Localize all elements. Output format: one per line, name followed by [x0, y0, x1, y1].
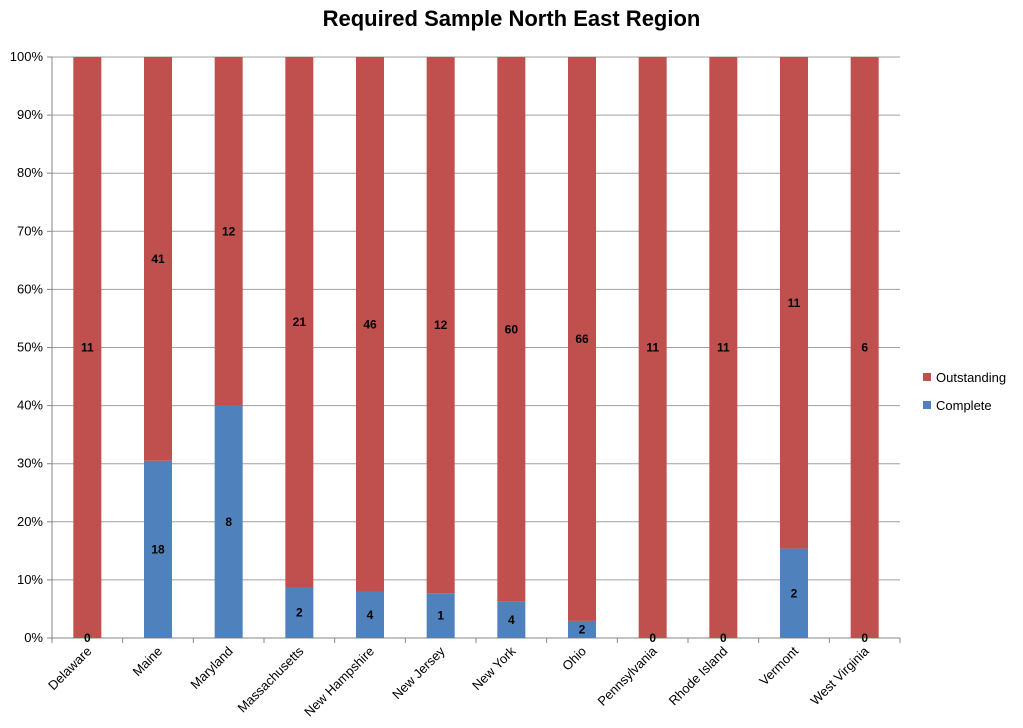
bar-outstanding — [850, 57, 879, 638]
x-tick-label: New Hampshire — [301, 644, 377, 720]
x-tick-label: Pennsylvania — [595, 643, 661, 709]
bar-complete — [497, 601, 526, 638]
data-label-outstanding: 12 — [222, 224, 236, 238]
gridlines — [52, 56, 900, 639]
data-label-complete: 4 — [367, 608, 374, 622]
x-tick-label: Massachusetts — [235, 643, 307, 715]
bar-outstanding — [144, 57, 172, 461]
bar-outstanding — [73, 57, 102, 638]
legend-swatch-outstanding — [923, 373, 931, 381]
data-label-complete: 0 — [861, 631, 868, 645]
bar-complete — [568, 620, 596, 638]
legend-label-complete: Complete — [936, 397, 992, 413]
data-label-outstanding: 12 — [434, 318, 448, 332]
x-tick-label: Vermont — [756, 643, 801, 688]
bar-outstanding — [426, 57, 455, 594]
y-tick-label: 60% — [17, 281, 43, 296]
data-label-complete: 8 — [225, 515, 232, 529]
legend-item-complete: Complete — [923, 396, 1006, 414]
bar-complete — [780, 548, 808, 638]
data-label-complete: 1 — [437, 609, 444, 623]
y-tick-label: 90% — [17, 107, 43, 122]
x-tick-label: West Virginia — [807, 643, 872, 708]
data-label-outstanding: 11 — [717, 341, 730, 355]
bars — [73, 57, 879, 638]
bar-complete — [356, 591, 384, 638]
bar-complete — [426, 593, 455, 638]
data-label-complete: 0 — [649, 631, 656, 645]
bar-complete — [214, 405, 243, 638]
y-tick-label: 10% — [17, 572, 43, 587]
data-label-complete: 0 — [720, 631, 727, 645]
chart-title: Required Sample North East Region — [322, 6, 701, 31]
x-tick-label: Maryland — [187, 644, 235, 692]
bar-outstanding — [497, 57, 526, 602]
bar-complete — [144, 460, 172, 638]
data-label-outstanding: 46 — [363, 317, 377, 331]
y-tick-label: 20% — [17, 514, 43, 529]
data-label-complete: 2 — [579, 622, 586, 636]
data-label-outstanding: 66 — [575, 332, 589, 346]
data-label-outstanding: 41 — [151, 252, 165, 266]
y-tick-label: 30% — [17, 456, 43, 471]
data-label-outstanding: 11 — [81, 341, 94, 355]
y-tick-label: 80% — [17, 165, 43, 180]
x-tick-label: Maine — [129, 644, 165, 680]
y-tick-label: 50% — [17, 340, 43, 355]
x-tick-label: Ohio — [559, 644, 589, 674]
bar-outstanding — [356, 57, 384, 592]
data-label-outstanding: 6 — [861, 341, 868, 355]
legend: Outstanding Complete — [923, 368, 1006, 424]
x-tick-label: Delaware — [45, 644, 94, 693]
bar-outstanding — [568, 57, 596, 621]
bar-complete — [285, 587, 314, 638]
bar-outstanding — [709, 57, 738, 638]
legend-label-outstanding: Outstanding — [936, 369, 1007, 385]
data-label-outstanding: 21 — [293, 315, 307, 329]
bar-outstanding — [214, 57, 243, 406]
bar-outstanding — [285, 57, 314, 588]
data-label-outstanding: 11 — [788, 296, 801, 310]
bar-outstanding — [638, 57, 667, 638]
legend-swatch-complete — [923, 401, 931, 409]
y-tick-label: 100% — [10, 49, 44, 64]
y-axis: 0% 10% 20% 30% 40% 50% 60% 70% 80% 90% 100% — [10, 49, 53, 645]
y-tick-label: 0% — [24, 630, 43, 645]
data-label-outstanding: 11 — [646, 341, 659, 355]
data-label-complete: 0 — [84, 631, 91, 645]
data-label-complete: 18 — [151, 542, 165, 556]
data-label-complete: 2 — [791, 586, 798, 600]
x-tick-label: New York — [469, 643, 519, 693]
x-tick-label: Rhode Island — [666, 644, 731, 709]
legend-item-outstanding: Outstanding — [923, 368, 1006, 386]
data-label-outstanding: 60 — [505, 322, 519, 336]
data-label-complete: 4 — [508, 613, 515, 627]
y-tick-label: 70% — [17, 223, 43, 238]
y-tick-label: 40% — [17, 398, 43, 413]
bar-outstanding — [780, 57, 808, 549]
data-label-complete: 2 — [296, 606, 303, 620]
x-tick-label: New Jersey — [389, 643, 448, 702]
